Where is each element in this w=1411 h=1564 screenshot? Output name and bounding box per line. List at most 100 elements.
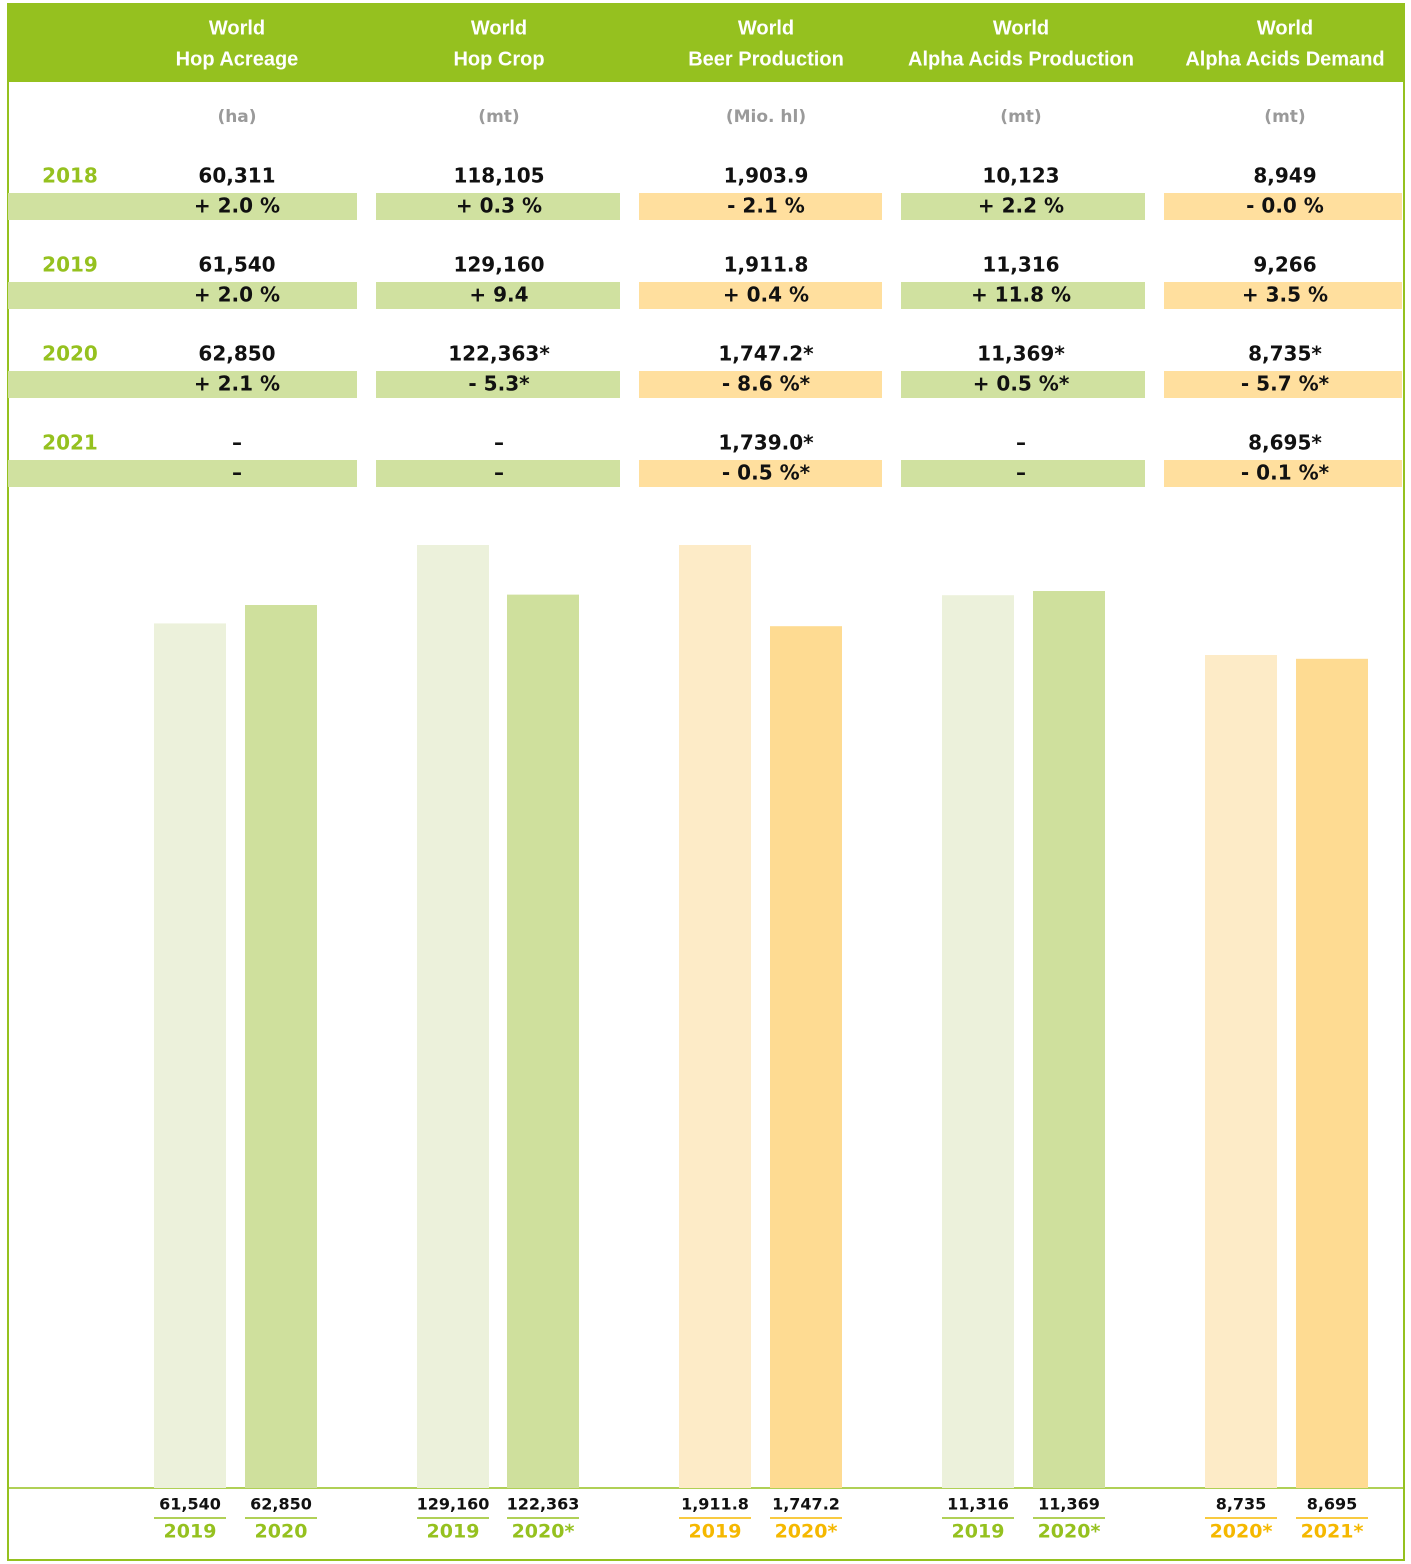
row-year: 2020 — [42, 342, 98, 366]
change: – — [1016, 461, 1026, 485]
bar-year: 2019 — [427, 1521, 480, 1543]
value: 129,160 — [453, 253, 544, 277]
change: - 2.1 % — [727, 194, 805, 218]
bar-label: 8,695 — [1307, 1495, 1358, 1514]
change: + 0.4 % — [723, 283, 809, 307]
change-band — [1164, 282, 1402, 309]
column-title: World — [471, 17, 527, 39]
bar — [679, 545, 751, 1488]
bar-label: 62,850 — [250, 1495, 312, 1514]
row-year: 2019 — [42, 253, 98, 277]
value: – — [232, 431, 242, 455]
bar-label: 122,363 — [507, 1495, 580, 1514]
change-band — [901, 282, 1145, 309]
change-band — [376, 193, 620, 220]
bar-year: 2020* — [1038, 1521, 1101, 1543]
value: 61,540 — [198, 253, 275, 277]
value: 60,311 — [198, 164, 275, 188]
value: 11,369* — [977, 342, 1065, 366]
value: 10,123 — [982, 164, 1059, 188]
bar-year: 2020* — [1210, 1521, 1273, 1543]
value: 11,316 — [982, 253, 1059, 277]
bar-label: 1,911.8 — [681, 1495, 749, 1514]
change: + 2.0 % — [194, 194, 280, 218]
bar — [1033, 591, 1105, 1488]
unit: (Mio. hl) — [726, 107, 806, 127]
change-band — [639, 460, 882, 487]
change-band — [376, 282, 620, 309]
change: - 0.1 %* — [1241, 461, 1330, 485]
change: + 2.2 % — [978, 194, 1064, 218]
bar — [942, 595, 1014, 1488]
change: + 3.5 % — [1242, 283, 1328, 307]
value: 1,739.0* — [718, 431, 814, 455]
change-band — [1164, 193, 1402, 220]
change: - 0.0 % — [1246, 194, 1324, 218]
value: 62,850 — [198, 342, 275, 366]
change: – — [232, 461, 242, 485]
change: - 8.6 %* — [722, 372, 811, 396]
unit: (ha) — [217, 107, 256, 127]
bar-year: 2020 — [255, 1521, 308, 1543]
change: – — [494, 461, 504, 485]
change: + 0.3 % — [456, 194, 542, 218]
change: + 0.5 %* — [973, 372, 1070, 396]
value: 8,735* — [1248, 342, 1322, 366]
bar-label: 11,316 — [947, 1495, 1009, 1514]
bar — [154, 623, 226, 1488]
bar — [1296, 658, 1368, 1488]
column-title: World — [1257, 17, 1313, 39]
value: – — [1016, 431, 1026, 455]
column-title: Hop Crop — [453, 48, 544, 70]
value: 1,903.9 — [724, 164, 809, 188]
column-title: World — [993, 17, 1049, 39]
value: 118,105 — [453, 164, 544, 188]
change: + 9.4 — [469, 283, 528, 307]
row-year: 2021 — [42, 431, 98, 455]
bar-label: 129,160 — [417, 1495, 490, 1514]
column-title: Alpha Acids Demand — [1185, 48, 1384, 70]
header-band — [8, 4, 1404, 82]
change-band — [8, 371, 357, 398]
change: + 2.0 % — [194, 283, 280, 307]
column-title: Alpha Acids Production — [908, 48, 1134, 70]
bar-year: 2019 — [689, 1521, 742, 1543]
change-band — [8, 460, 357, 487]
bar — [245, 605, 317, 1488]
bar — [507, 594, 579, 1488]
change-band — [8, 282, 357, 309]
change-band — [901, 193, 1145, 220]
row-year: 2018 — [42, 164, 98, 188]
value: 9,266 — [1253, 253, 1316, 277]
bar-label: 1,747.2 — [772, 1495, 840, 1514]
bar — [770, 626, 842, 1488]
change: - 0.5 %* — [722, 461, 811, 485]
change: - 5.7 %* — [1241, 372, 1330, 396]
column-title: World — [209, 17, 265, 39]
bar — [417, 545, 489, 1488]
change-band — [376, 371, 620, 398]
bar-year: 2021* — [1301, 1521, 1364, 1543]
change: + 11.8 % — [971, 283, 1071, 307]
column-title: Beer Production — [688, 48, 844, 70]
column-title: Hop Acreage — [176, 48, 299, 70]
value: 1,911.8 — [724, 253, 809, 277]
unit: (mt) — [1000, 107, 1041, 127]
unit: (mt) — [478, 107, 519, 127]
unit: (mt) — [1264, 107, 1305, 127]
change-band — [901, 371, 1145, 398]
change-band — [376, 460, 620, 487]
bar-label: 11,369 — [1038, 1495, 1100, 1514]
column-title: World — [738, 17, 794, 39]
bar-label: 8,735 — [1216, 1495, 1267, 1514]
value: 1,747.2* — [718, 342, 814, 366]
value: 8,695* — [1248, 431, 1322, 455]
change-band — [901, 460, 1145, 487]
change-band — [639, 282, 882, 309]
change: + 2.1 % — [194, 372, 280, 396]
change: - 5.3* — [468, 372, 530, 396]
bar-year: 2019 — [952, 1521, 1005, 1543]
bar-year: 2019 — [164, 1521, 217, 1543]
change-band — [639, 371, 882, 398]
bar-year: 2020* — [775, 1521, 838, 1543]
